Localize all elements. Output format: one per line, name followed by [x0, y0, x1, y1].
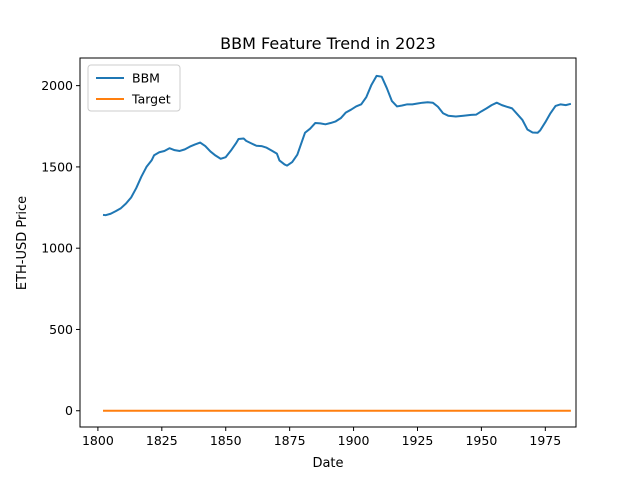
y-axis-title: ETH-USD Price: [15, 196, 30, 290]
chart-title: BBM Feature Trend in 2023: [220, 34, 436, 53]
x-axis-title: Date: [312, 456, 343, 471]
x-tick-label: 1875: [274, 433, 306, 448]
axes-frame: [79, 57, 577, 428]
x-tick-label: 1825: [146, 433, 178, 448]
legend-label-target: Target: [131, 92, 171, 107]
x-tick-label: 1800: [82, 433, 114, 448]
y-tick-label: 0: [65, 403, 73, 418]
legend-label-bbm: BBM: [132, 71, 160, 86]
x-tick-label: 1925: [402, 433, 434, 448]
y-tick-label: 1500: [41, 159, 73, 174]
series-line-bbm: [102, 74, 572, 217]
y-tick-label: 500: [49, 322, 73, 337]
y-tick-label: 2000: [41, 78, 73, 93]
x-tick-label: 1850: [210, 433, 242, 448]
x-tick-label: 1975: [529, 433, 561, 448]
x-tick-label: 1900: [338, 433, 370, 448]
plot-area: 1800 1825 1850 1875 1900 1925 1950 1975 0 500 1000…: [41, 57, 577, 448]
legend: BBM Target: [87, 64, 181, 112]
y-tick-label: 1000: [41, 241, 73, 256]
x-tick-label: 1950: [465, 433, 497, 448]
